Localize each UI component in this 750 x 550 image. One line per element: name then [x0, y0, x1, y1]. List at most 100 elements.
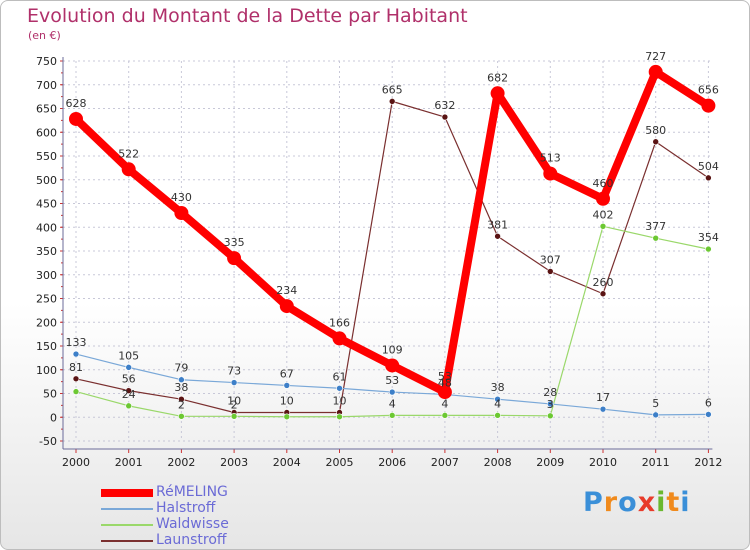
logo-letter: t	[666, 487, 681, 518]
data-point-waldwisse	[72, 388, 80, 395]
data-label-r-meling: 460	[593, 177, 614, 190]
legend-item-waldwisse: Waldwisse	[101, 516, 301, 533]
legend-item-remeling: RéMELING	[101, 484, 301, 501]
series-lines	[69, 64, 716, 421]
data-label-waldwisse: 24	[122, 388, 136, 401]
x-tick-label: 2001	[115, 456, 143, 469]
axes: -50 0 50 100 150 200 250 300 350 400 450 500 550 600 6…	[36, 55, 722, 469]
data-label-launstroff: 307	[540, 253, 561, 266]
data-point-r-meling	[701, 98, 716, 113]
data-point-waldwisse	[178, 412, 185, 420]
data-point-halstroff	[705, 411, 712, 418]
x-tick-label: 2011	[642, 456, 670, 469]
data-point-halstroff	[494, 395, 501, 403]
data-label-launstroff: 665	[382, 83, 403, 96]
x-tick-label: 2007	[431, 456, 459, 469]
data-point-launstroff	[494, 232, 501, 240]
data-point-waldwisse	[283, 413, 291, 421]
x-tick-label: 2012	[694, 456, 722, 469]
data-label-waldwisse: 2	[231, 398, 238, 411]
data-label-r-meling: 656	[698, 84, 719, 97]
data-point-launstroff	[546, 268, 554, 275]
data-label-waldwisse: 3	[547, 398, 554, 411]
legend-swatch-remeling	[101, 489, 153, 497]
data-label-launstroff: 10	[280, 395, 294, 408]
data-label-launstroff: 381	[487, 218, 508, 231]
data-label-halstroff: 133	[66, 336, 87, 349]
x-tick-label: 2003	[220, 456, 248, 469]
data-point-waldwisse	[599, 223, 607, 230]
data-point-r-meling	[596, 191, 610, 206]
logo-letter: r	[603, 487, 619, 518]
data-label-waldwisse: 2	[178, 398, 185, 411]
data-point-waldwisse	[125, 402, 132, 410]
data-label-r-meling: 53	[438, 370, 452, 383]
data-point-r-meling	[490, 86, 505, 101]
data-label-waldwisse: 4	[389, 397, 396, 410]
data-point-r-meling	[279, 299, 294, 314]
data-label-r-meling: 335	[224, 236, 245, 249]
x-tick-label: 2008	[484, 456, 512, 469]
data-label-r-meling: 522	[118, 147, 139, 160]
data-point-launstroff	[705, 174, 712, 182]
data-point-halstroff	[546, 400, 554, 408]
chart-unit: (en €)	[28, 29, 61, 42]
data-label-halstroff: 67	[280, 367, 294, 380]
data-point-r-meling	[227, 251, 242, 266]
data-point-halstroff	[652, 411, 660, 419]
x-tick-label: 2006	[378, 456, 406, 469]
data-label-halstroff: 53	[385, 374, 399, 387]
data-point-r-meling	[648, 64, 663, 79]
data-label-waldwisse: 4	[494, 397, 501, 410]
y-tick-label: 750	[36, 55, 57, 68]
legend-swatch-waldwisse	[101, 524, 153, 526]
data-label-halstroff: 61	[333, 370, 347, 383]
legend-swatch-halstroff	[101, 508, 153, 510]
y-tick-label: 300	[36, 269, 57, 282]
data-label-waldwisse: 377	[645, 220, 666, 233]
data-label-launstroff: 10	[333, 395, 347, 408]
legend-swatch-launstroff	[101, 540, 153, 542]
logo-letter: i	[680, 487, 691, 518]
data-point-waldwisse	[388, 412, 396, 419]
logo-letter: x	[637, 487, 657, 518]
data-label-halstroff: 28	[543, 386, 557, 399]
data-point-launstroff	[72, 375, 80, 383]
data-point-halstroff	[72, 350, 80, 358]
data-label-r-meling: 234	[276, 284, 297, 297]
data-point-waldwisse	[705, 245, 712, 253]
y-tick-label: 250	[36, 293, 57, 306]
data-label-halstroff: 79	[174, 362, 188, 375]
data-point-r-meling	[385, 358, 400, 373]
y-tick-label: 600	[36, 126, 57, 139]
grid-lines	[63, 60, 713, 442]
data-label-halstroff: 105	[118, 349, 139, 362]
legend-label-halstroff: Halstroff	[156, 500, 216, 516]
data-point-r-meling	[174, 206, 189, 220]
data-point-waldwisse	[546, 412, 554, 420]
data-point-halstroff	[283, 382, 291, 389]
data-point-launstroff	[599, 290, 607, 298]
x-tick-label: 2005	[326, 456, 354, 469]
data-label-halstroff: 6	[705, 396, 712, 409]
y-tick-label: 50	[43, 388, 57, 401]
data-label-launstroff: 81	[69, 361, 83, 374]
data-point-waldwisse	[336, 413, 343, 421]
data-label-r-meling: 430	[171, 191, 192, 204]
logo-letter: o	[618, 487, 638, 518]
x-tick-label: 2010	[589, 456, 617, 469]
data-label-r-meling: 682	[487, 71, 508, 84]
data-label-r-meling: 166	[329, 316, 350, 329]
y-tick-label: 150	[36, 340, 57, 353]
data-point-r-meling	[69, 111, 83, 126]
data-label-halstroff: 48	[438, 376, 452, 389]
legend-label-launstroff: Launstroff	[156, 532, 227, 548]
data-label-launstroff: 56	[122, 373, 136, 386]
data-label-halstroff: 5	[652, 397, 659, 410]
data-point-launstroff	[388, 98, 396, 105]
data-label-launstroff: 504	[698, 160, 719, 173]
data-point-launstroff	[652, 138, 660, 146]
y-tick-label: 200	[36, 316, 57, 329]
